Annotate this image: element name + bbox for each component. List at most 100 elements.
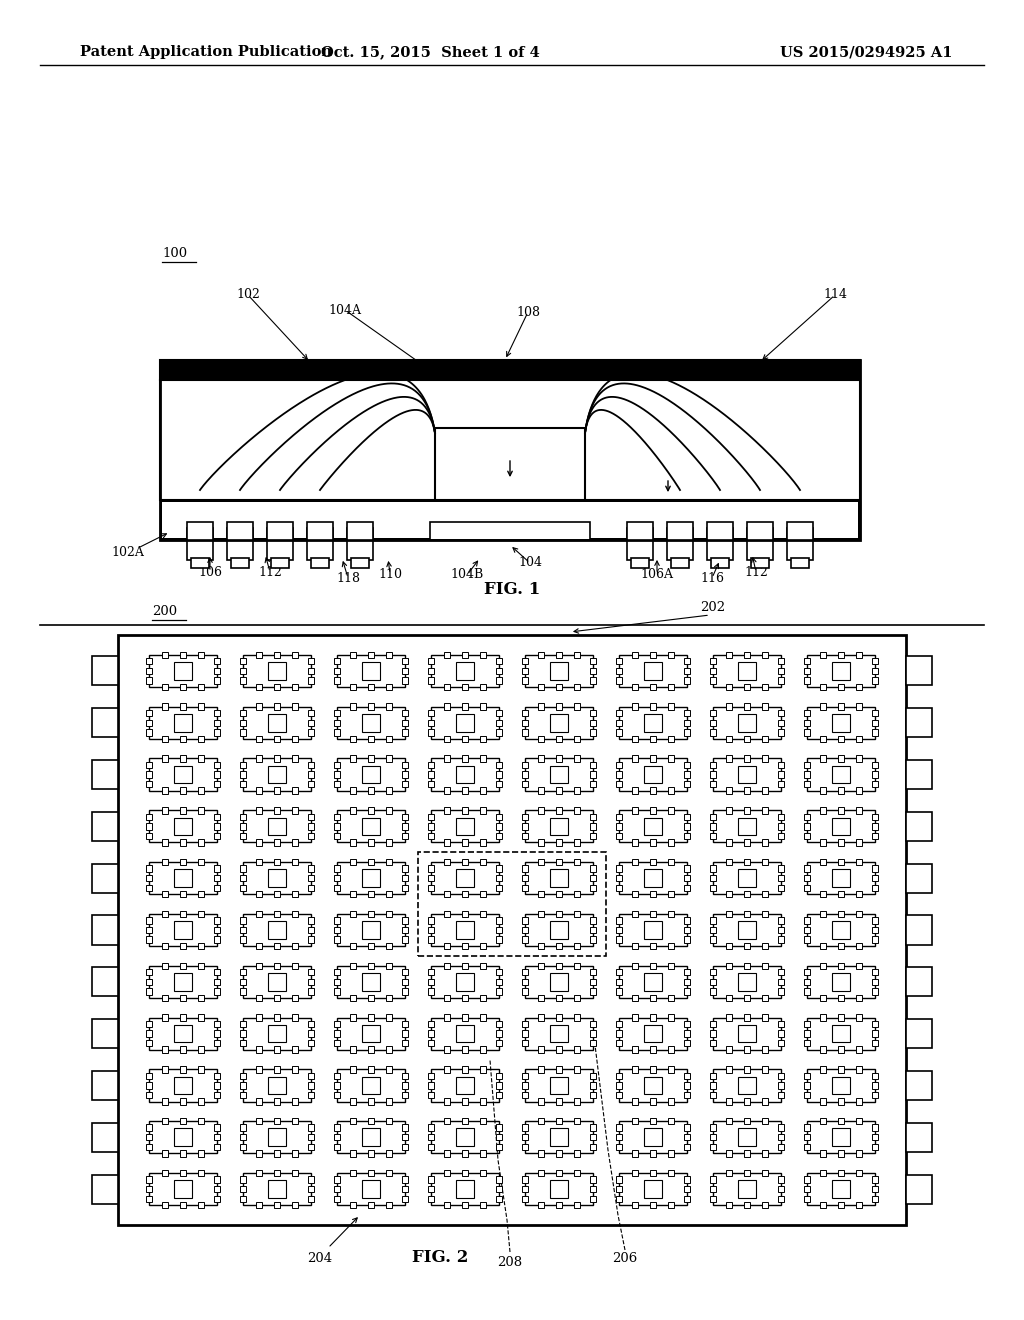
Bar <box>820 735 826 742</box>
Bar <box>307 677 314 684</box>
Bar <box>146 781 153 788</box>
Bar <box>632 995 638 1001</box>
Bar <box>150 1173 217 1205</box>
Bar <box>738 870 756 887</box>
Bar <box>820 859 826 866</box>
Bar <box>820 1067 826 1073</box>
Bar <box>871 989 878 995</box>
Bar <box>146 1031 153 1036</box>
Bar <box>256 755 262 762</box>
Bar <box>146 866 153 871</box>
Bar <box>150 913 217 946</box>
Bar <box>762 1203 768 1208</box>
Bar <box>307 1125 314 1131</box>
Bar <box>525 1069 593 1101</box>
Bar <box>462 684 468 690</box>
Bar <box>804 813 810 820</box>
Bar <box>743 704 751 710</box>
Bar <box>256 891 262 898</box>
Bar <box>644 1024 662 1043</box>
Bar <box>650 1098 656 1105</box>
Bar <box>820 911 826 917</box>
Bar <box>401 710 408 717</box>
Bar <box>538 1118 545 1125</box>
Bar <box>456 921 474 939</box>
Bar <box>386 1047 392 1053</box>
Bar <box>632 891 638 898</box>
Bar <box>187 521 213 540</box>
Bar <box>871 1176 878 1183</box>
Bar <box>590 936 596 942</box>
Bar <box>162 807 168 813</box>
Bar <box>538 1067 545 1073</box>
Bar <box>550 663 568 680</box>
Bar <box>573 652 581 659</box>
Bar <box>428 781 434 788</box>
Bar <box>479 755 486 762</box>
Bar <box>590 771 596 777</box>
Bar <box>92 863 118 892</box>
Bar <box>146 668 153 675</box>
Bar <box>214 1134 220 1140</box>
Bar <box>871 917 878 924</box>
Bar <box>650 1170 656 1176</box>
Bar <box>496 1073 502 1078</box>
Bar <box>428 1040 434 1047</box>
Bar <box>92 656 118 685</box>
Bar <box>307 1092 314 1098</box>
Bar <box>668 807 674 813</box>
Bar <box>726 911 732 917</box>
Bar <box>240 762 247 768</box>
Bar <box>616 969 623 975</box>
Bar <box>292 1150 298 1156</box>
Bar <box>590 927 596 933</box>
Bar <box>871 1185 878 1192</box>
Bar <box>443 1098 451 1105</box>
Bar <box>538 995 545 1001</box>
Bar <box>573 1014 581 1020</box>
Bar <box>462 962 468 969</box>
Bar <box>871 978 878 985</box>
Bar <box>443 788 451 793</box>
Bar <box>616 833 623 840</box>
Bar <box>256 1047 262 1053</box>
Bar <box>820 1170 826 1176</box>
Bar <box>777 659 784 664</box>
Bar <box>710 719 717 726</box>
Bar <box>906 916 932 945</box>
Bar <box>386 962 392 969</box>
Bar <box>443 755 451 762</box>
Bar <box>590 762 596 768</box>
Bar <box>616 936 623 942</box>
Text: FIG. 2: FIG. 2 <box>412 1250 468 1266</box>
Bar <box>726 735 732 742</box>
Bar <box>368 1118 374 1125</box>
Bar <box>746 528 773 560</box>
Bar <box>368 1203 374 1208</box>
Bar <box>180 755 186 762</box>
Bar <box>684 969 690 975</box>
Bar <box>180 962 186 969</box>
Bar <box>804 1092 810 1098</box>
Bar <box>240 989 247 995</box>
Bar <box>538 735 545 742</box>
Bar <box>273 735 281 742</box>
Bar <box>804 1020 810 1027</box>
Bar <box>428 936 434 942</box>
Bar <box>180 1014 186 1020</box>
Bar <box>710 771 717 777</box>
Bar <box>462 1098 468 1105</box>
Bar <box>240 927 247 933</box>
Bar <box>668 911 674 917</box>
Bar <box>431 913 499 946</box>
Bar <box>401 989 408 995</box>
Bar <box>762 1170 768 1176</box>
Bar <box>632 1098 638 1105</box>
Bar <box>351 558 369 568</box>
Bar <box>668 840 674 846</box>
Bar <box>307 710 314 717</box>
Bar <box>804 1073 810 1078</box>
Bar <box>198 859 204 866</box>
Bar <box>428 1196 434 1203</box>
Bar <box>146 677 153 684</box>
